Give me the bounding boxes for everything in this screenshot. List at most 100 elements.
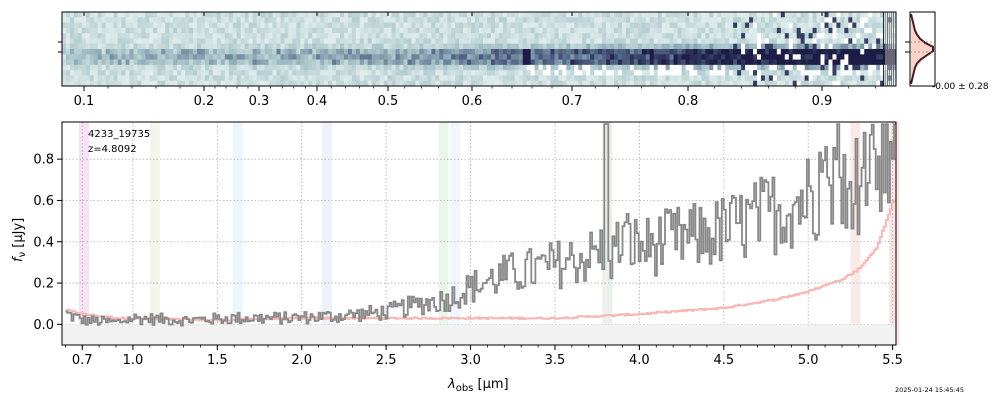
spectrum-2d-pixel [602,12,607,18]
spectrum-2d-pixel [709,27,714,34]
spectrum-2d-pixel [578,75,583,82]
spectrum-2d-pixel [673,59,678,66]
spectrum-2d-pixel [641,59,647,66]
spectrum-2d-pixel [89,54,95,60]
spectrum-2d-pixel [296,27,301,34]
spectrum-2d-pixel [216,22,222,29]
spectrum-2d-pixel [665,64,671,71]
spectrum-2d-pixel [864,64,869,71]
spectrum-2d-pixel [725,49,730,55]
spectrum-2d-pixel [157,17,162,23]
spectrum-2d-pixel [153,43,158,50]
spectrum-2d-pixel [669,38,674,45]
spectrum-2d-pixel [340,64,345,71]
spectrum-2d-pixel [475,59,480,66]
spectrum-2d-pixel [232,17,238,23]
spectrum-2d-pixel [332,54,337,60]
spectrum-2d-pixel [411,80,416,87]
spectrum-2d-pixel [721,22,726,29]
spectrum-2d-pixel [268,38,273,45]
spectrum-2d-pixel [812,38,817,45]
spectrum-2d-pixel [657,70,663,76]
spectrum-2d-pixel [633,33,639,39]
spectrum-2d-pixel [256,64,261,71]
spectrum-2d-pixel [459,64,464,71]
spectrum-2d-pixel [137,22,142,29]
spectrum-2d-pixel [419,54,424,60]
spectrum-2d-pixel [554,33,559,39]
spectrum-2d-pixel [602,22,607,29]
spectrum-2d-pixel [383,49,389,55]
spectrum-2d-pixel [490,33,496,39]
spectrum-2d-pixel [506,12,512,18]
spectrum-2d-pixel [359,22,365,29]
spectrum-2d-pixel [268,75,273,82]
spectrum-2d-pixel [395,33,400,39]
spectrum-2d-pixel [836,80,841,87]
spectrum-2d-pixel [113,22,118,29]
spectrum-2d-pixel [332,33,337,39]
spectrum-2d-pixel [494,43,500,50]
spectrum-2d-pixel [530,38,535,45]
spectrum-2d-pixel [343,22,349,29]
spectrum-2d-pixel [387,22,393,29]
spectrum-2d-pixel [248,33,254,39]
spectrum-2d-pixel [89,12,95,18]
spectrum-2d-pixel [435,38,440,45]
spectrum-2d-pixel [876,27,881,34]
spectrum-2d-pixel [768,80,774,87]
spectrum-2d-pixel [371,70,377,76]
spectrum-2d-pixel [383,80,389,87]
spectrum-2d-pixel [355,33,361,39]
spectrum-2d-pixel [149,43,154,50]
spectrum-2d-pixel [69,12,75,18]
spectrum-2d-pixel [518,80,524,87]
spectrum-2d-pixel [288,12,293,18]
spectrum-2d-pixel [97,70,103,76]
spectrum-2d-pixel [459,49,464,55]
spectrum-2d-pixel [193,27,198,34]
spectrum-2d-pixel [522,33,528,39]
spectrum-2d-pixel [85,64,91,71]
spectrum-2d-pixel [741,33,746,39]
spectrum-2d-pixel [701,17,706,23]
spectrum-2d-pixel [713,59,718,66]
spectrum-2d-pixel [252,22,257,29]
spectrum-2d-pixel [757,70,762,76]
spectrum-2d-pixel [399,70,404,76]
spectrum-2d-pixel [534,75,539,82]
spectrum-2d-pixel [137,12,142,18]
spectrum-2d-pixel [256,27,261,34]
spectrum-2d-pixel [673,12,678,18]
spectrum-2d-pixel [89,33,95,39]
spectrum-2d-pixel [522,12,528,18]
spectrum-2d-pixel [848,54,853,60]
spectrum-2d-pixel [117,33,122,39]
spectrum-2d-pixel [141,54,146,60]
spectrum-2d-pixel [661,49,667,55]
spectrum-2d-pixel [677,43,682,50]
spectrum-2d-pixel [455,49,460,55]
spectrum-2d-pixel [272,49,277,55]
spectrum-2d-pixel [717,70,722,76]
spectrum-2d-pixel [121,33,126,39]
spectrum-2d-pixel [411,59,416,66]
spectrum-2d-pixel [363,22,369,29]
spectrum-2d-pixel [868,49,873,55]
spectrum-2d-pixel [62,49,67,55]
spectrum-2d-pixel [387,75,393,82]
spectrum-2d-pixel [522,54,528,60]
spectrum-2d-pixel [77,75,83,82]
spectrum-2d-pixel [129,70,134,76]
spectrum-2d-pixel [77,43,83,50]
spectrum-2d-pixel [824,75,829,82]
spectrum-2d-pixel [542,59,547,66]
spectrum-2d-pixel [157,64,162,71]
spectrum-2d-pixel [621,59,627,66]
spectrum-2d-pixel [415,38,420,45]
spectrum-2d-pixel [173,33,178,39]
spectrum-2d-pixel [169,75,174,82]
spectrum-2d-pixel [153,12,158,18]
spectrum-2d-pixel [419,22,424,29]
spectrum-2d-pixel [260,59,265,66]
